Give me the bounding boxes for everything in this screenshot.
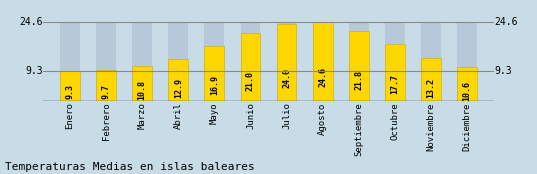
Bar	[96, 70, 116, 101]
Bar	[241, 33, 260, 101]
Text: 12.9: 12.9	[174, 78, 183, 98]
Bar	[313, 22, 332, 101]
Bar	[349, 22, 368, 101]
Text: 13.2: 13.2	[426, 78, 436, 98]
Text: 21.0: 21.0	[246, 71, 255, 91]
Bar	[132, 22, 152, 101]
Bar	[457, 22, 477, 101]
Bar	[277, 22, 296, 101]
Bar	[385, 44, 405, 101]
Bar	[96, 22, 116, 101]
Bar	[241, 22, 260, 101]
Text: 17.7: 17.7	[390, 74, 400, 94]
Bar	[385, 22, 405, 101]
Bar	[421, 22, 441, 101]
Bar	[349, 31, 368, 101]
Text: 16.9: 16.9	[210, 75, 219, 95]
Bar	[132, 66, 152, 101]
Text: 9.3: 9.3	[66, 84, 75, 99]
Bar	[457, 67, 477, 101]
Bar	[205, 22, 224, 101]
Bar	[169, 59, 188, 101]
Text: 9.7: 9.7	[101, 84, 111, 99]
Text: Temperaturas Medias en islas baleares: Temperaturas Medias en islas baleares	[5, 162, 255, 172]
Bar	[60, 71, 80, 101]
Text: 24.6: 24.6	[19, 17, 43, 27]
Bar	[313, 22, 332, 101]
Text: 21.8: 21.8	[354, 70, 363, 90]
Text: 10.6: 10.6	[462, 81, 471, 101]
Text: 24.6: 24.6	[318, 67, 327, 87]
Bar	[60, 22, 80, 101]
Text: 24.0: 24.0	[282, 68, 291, 88]
Text: 9.3: 9.3	[494, 66, 512, 76]
Bar	[205, 46, 224, 101]
Text: 9.3: 9.3	[25, 66, 43, 76]
Text: 24.6: 24.6	[494, 17, 518, 27]
Bar	[421, 58, 441, 101]
Bar	[277, 24, 296, 101]
Bar	[169, 22, 188, 101]
Text: 10.8: 10.8	[137, 81, 147, 100]
